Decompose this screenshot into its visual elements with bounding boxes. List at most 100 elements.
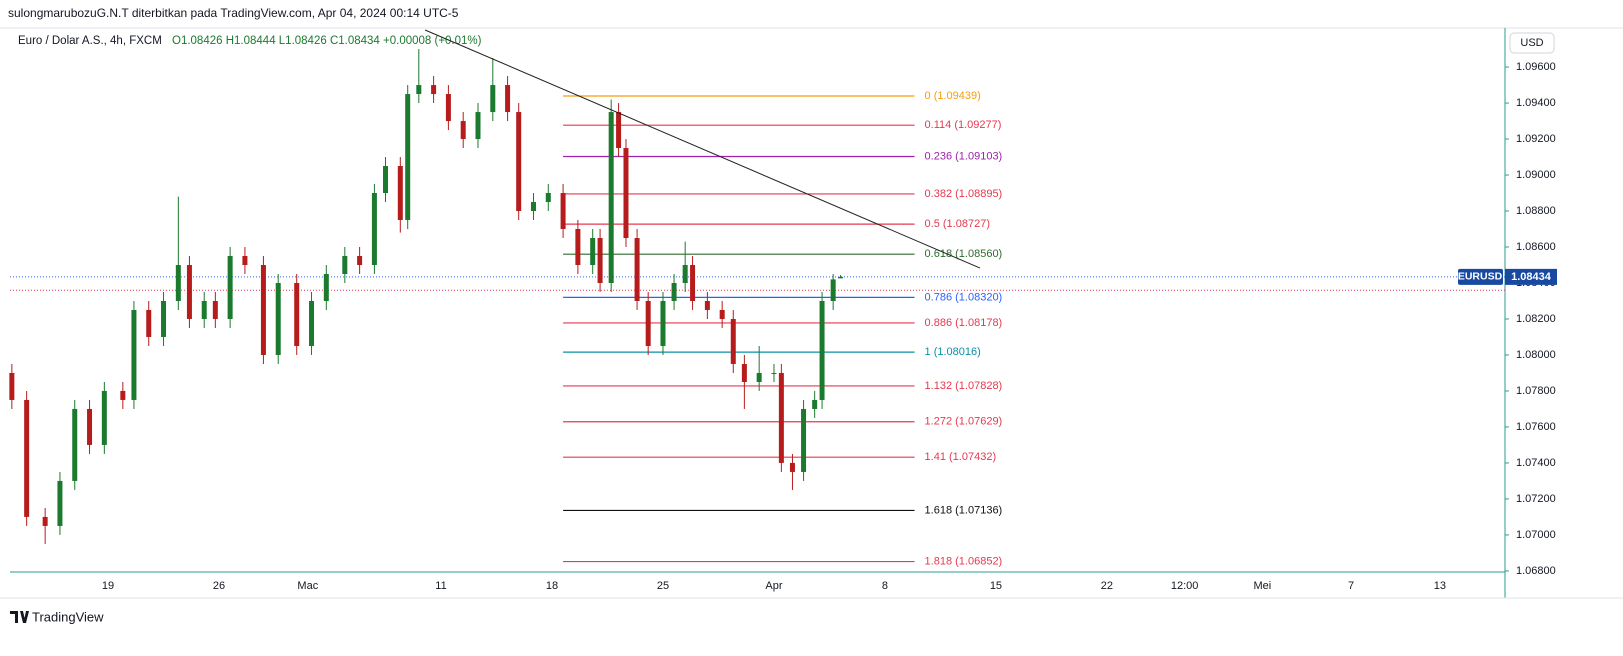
x-tick-label: 25 bbox=[657, 580, 669, 592]
x-tick-label: Mei bbox=[1253, 580, 1271, 592]
candle-body bbox=[575, 229, 581, 265]
candle-body bbox=[309, 300, 315, 346]
candle-body bbox=[771, 372, 777, 374]
x-tick-label: 13 bbox=[1434, 580, 1446, 592]
candle-body bbox=[645, 300, 651, 346]
candle-body bbox=[830, 279, 836, 301]
x-tick-label: 26 bbox=[213, 580, 225, 592]
candle-body bbox=[227, 256, 233, 319]
candle-body bbox=[371, 193, 377, 265]
fib-label: 0.618 (1.08560) bbox=[925, 248, 1003, 260]
candle-body bbox=[72, 408, 78, 481]
candle-body bbox=[505, 85, 511, 113]
candle-body bbox=[445, 94, 451, 122]
candle-body bbox=[590, 238, 596, 265]
currency-button[interactable] bbox=[1509, 32, 1555, 54]
candle-body bbox=[812, 399, 818, 409]
x-tick-label: 8 bbox=[882, 580, 888, 592]
fib-label: 1.818 (1.06852) bbox=[925, 555, 1003, 567]
candle-body bbox=[756, 372, 762, 382]
candle-body bbox=[616, 112, 622, 149]
x-tick-label: Mac bbox=[297, 580, 318, 592]
candle-body bbox=[719, 309, 725, 319]
candle-body bbox=[778, 372, 784, 463]
ohlc-legend: O1.08426 H1.08444 L1.08426 C1.08434 +0.0… bbox=[172, 35, 482, 47]
candle-body bbox=[87, 408, 93, 445]
attribution: sulongmarubozuG.N.T diterbitkan pada Tra… bbox=[8, 6, 459, 20]
x-tick-label: 11 bbox=[435, 580, 446, 592]
trendline bbox=[424, 29, 981, 269]
y-tick-label: 1.07000 bbox=[1516, 529, 1556, 541]
candle-body bbox=[175, 264, 181, 301]
fib-label: 0.236 (1.09103) bbox=[925, 150, 1003, 162]
candle-body bbox=[819, 300, 825, 400]
y-tick-label: 1.08000 bbox=[1516, 349, 1556, 361]
candle-body bbox=[838, 276, 844, 279]
y-tick-label: 1.09200 bbox=[1516, 133, 1556, 145]
symbol-tag-label: EURUSD bbox=[1458, 271, 1503, 283]
candle-body bbox=[323, 273, 329, 301]
candle-body bbox=[383, 166, 389, 194]
candle-body bbox=[597, 238, 603, 283]
candle-body bbox=[475, 112, 481, 140]
candle-body bbox=[460, 121, 466, 140]
y-tick-label: 1.07600 bbox=[1516, 421, 1556, 433]
candle-body bbox=[9, 372, 15, 400]
fib-label: 0.886 (1.08178) bbox=[925, 317, 1003, 329]
y-tick-label: 1.09000 bbox=[1516, 169, 1556, 181]
fib-label: 1.272 (1.07629) bbox=[925, 416, 1003, 428]
fib-label: 0.786 (1.08320) bbox=[925, 291, 1003, 303]
candle-body bbox=[146, 309, 152, 337]
candle-body bbox=[57, 480, 63, 526]
candle-body bbox=[42, 516, 48, 526]
y-tick-label: 1.07200 bbox=[1516, 493, 1556, 505]
candle-body bbox=[789, 462, 795, 472]
candle-body bbox=[516, 112, 522, 212]
candle-body bbox=[405, 94, 411, 221]
x-tick-label: 12:00 bbox=[1171, 580, 1199, 592]
candle-body bbox=[260, 264, 266, 355]
candle-body bbox=[397, 166, 403, 221]
candle-body bbox=[730, 318, 736, 364]
candle-body bbox=[741, 363, 747, 382]
y-tick-label: 1.09400 bbox=[1516, 97, 1556, 109]
y-tick-label: 1.07800 bbox=[1516, 385, 1556, 397]
x-tick-label: 18 bbox=[546, 580, 558, 592]
candle-body bbox=[242, 256, 248, 265]
candle-body bbox=[690, 264, 696, 301]
candle-body bbox=[342, 256, 348, 274]
currency-label: USD bbox=[1520, 37, 1543, 49]
symbol-title: Euro / Dolar A.S., 4h, FXCM bbox=[18, 35, 162, 47]
x-tick-label: 19 bbox=[102, 580, 114, 592]
candle-body bbox=[131, 309, 137, 400]
candle-body bbox=[101, 390, 107, 445]
candle-body bbox=[294, 282, 300, 346]
price-tag bbox=[1505, 268, 1557, 285]
candle-body bbox=[186, 264, 192, 319]
candle-body bbox=[608, 112, 614, 283]
candle-body bbox=[660, 300, 666, 346]
x-tick-label: 22 bbox=[1101, 580, 1113, 592]
x-tick-label: 7 bbox=[1348, 580, 1354, 592]
x-tick-label: Apr bbox=[765, 580, 782, 592]
y-tick-label: 1.08600 bbox=[1516, 241, 1556, 253]
fib-label: 1.132 (1.07828) bbox=[925, 380, 1003, 392]
fib-label: 1.618 (1.07136) bbox=[925, 504, 1003, 516]
y-tick-label: 1.09600 bbox=[1516, 61, 1556, 73]
price-tag-label: 1.08434 bbox=[1511, 271, 1552, 283]
tv-logo bbox=[10, 611, 29, 623]
candle-body bbox=[431, 85, 437, 95]
fib-label: 0.382 (1.08895) bbox=[925, 188, 1003, 200]
candle-body bbox=[212, 300, 218, 319]
candle-body bbox=[120, 390, 126, 400]
x-tick-label: 15 bbox=[990, 580, 1002, 592]
candle-body bbox=[682, 264, 688, 283]
candle-body bbox=[161, 300, 167, 337]
fib-label: 0 (1.09439) bbox=[925, 90, 981, 102]
candle-body bbox=[634, 238, 640, 301]
candle-body bbox=[416, 85, 422, 95]
fib-label: 1 (1.08016) bbox=[925, 346, 981, 358]
y-tick-label: 1.08200 bbox=[1516, 313, 1556, 325]
